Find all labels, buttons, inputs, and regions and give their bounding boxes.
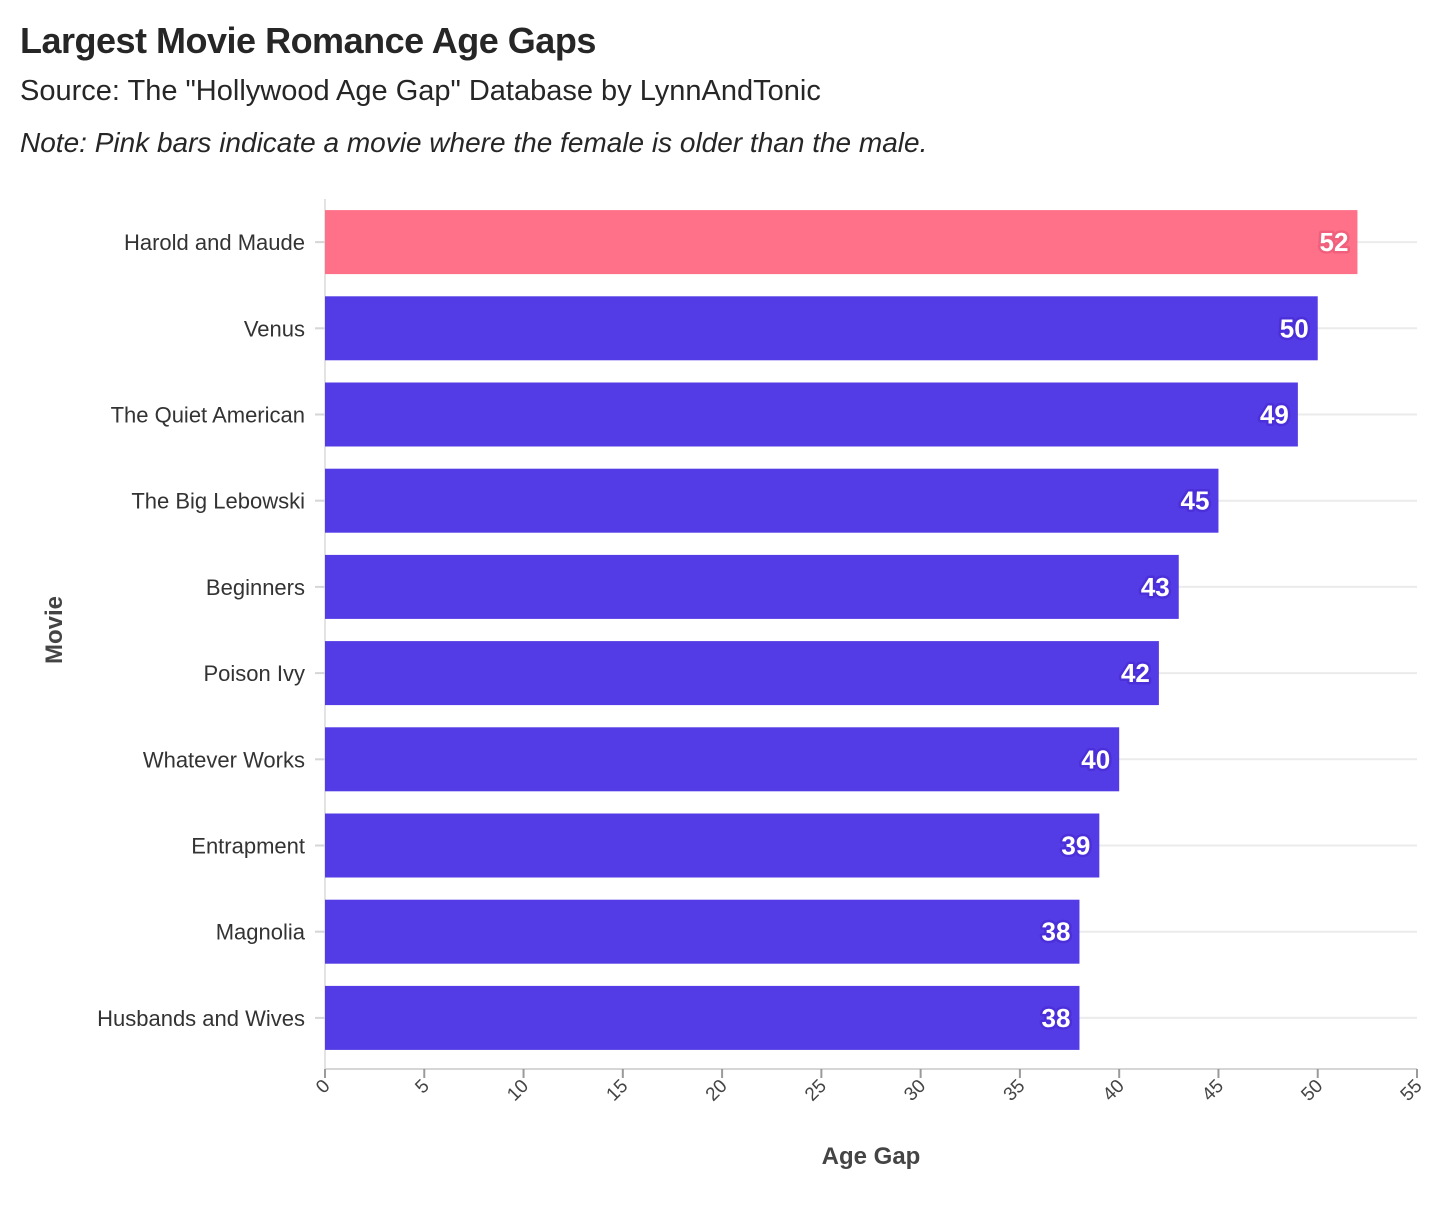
chart-subtitle: Source: The "Hollywood Age Gap" Database… (20, 75, 821, 107)
x-tick-label: 10 (503, 1076, 533, 1106)
data-label: 45 (1181, 486, 1210, 516)
chart-note: Note: Pink bars indicate a movie where t… (20, 127, 928, 158)
y-tick-label: Venus (244, 316, 305, 341)
bars (325, 210, 1358, 1050)
y-axis-title: Movie (41, 596, 68, 664)
x-axis-title: Age Gap (822, 1143, 921, 1170)
x-tick-label: 50 (1297, 1076, 1327, 1106)
x-tick-label: 40 (1099, 1076, 1129, 1106)
y-tick-label: Whatever Works (143, 747, 305, 772)
x-tick-label: 25 (801, 1076, 831, 1106)
y-tick-label: Entrapment (191, 834, 305, 859)
bar (325, 641, 1159, 706)
data-label: 50 (1280, 313, 1309, 343)
x-tick-label: 20 (702, 1076, 732, 1106)
y-tick-label: Magnolia (216, 920, 306, 945)
x-tick-label: 5 (411, 1076, 433, 1098)
y-tick-label: Harold and Maude (124, 230, 305, 255)
y-tick-labels: Harold and Maude Venus The Quiet American T… (97, 230, 306, 1031)
bar (325, 468, 1219, 533)
bar (325, 813, 1100, 878)
data-label: 38 (1042, 917, 1071, 947)
x-tick-label: 30 (900, 1076, 930, 1106)
x-tick-label: 0 (312, 1076, 334, 1098)
y-tick-label: Husbands and Wives (97, 1006, 305, 1031)
data-labels: 52 50 49 45 43 42 40 39 38 38 (1039, 225, 1351, 1036)
data-label: 39 (1061, 831, 1090, 861)
data-label: 43 (1141, 572, 1170, 602)
data-label: 40 (1081, 744, 1110, 774)
data-label: 52 (1320, 227, 1349, 257)
bar (325, 899, 1080, 964)
y-tick-label: The Big Lebowski (131, 489, 305, 514)
bar (325, 554, 1179, 619)
x-tick-label: 35 (1000, 1076, 1030, 1106)
x-tick-label: 55 (1397, 1076, 1427, 1106)
y-tick-label: Poison Ivy (204, 661, 306, 686)
x-axis: 0 5 10 15 20 25 30 35 40 45 50 55 (312, 1068, 1427, 1106)
y-tick-label: The Quiet American (111, 403, 305, 428)
data-label: 38 (1042, 1003, 1071, 1033)
bar (325, 296, 1318, 361)
bar (325, 382, 1298, 447)
bar (325, 985, 1080, 1050)
x-tick-label: 15 (603, 1076, 633, 1106)
y-tick-label: Beginners (206, 575, 305, 600)
chart-title: Largest Movie Romance Age Gaps (20, 20, 596, 61)
data-label: 42 (1121, 658, 1150, 688)
bar (325, 210, 1358, 275)
data-label: 49 (1260, 400, 1289, 430)
x-tick-label: 45 (1198, 1076, 1228, 1106)
bar (325, 727, 1120, 792)
